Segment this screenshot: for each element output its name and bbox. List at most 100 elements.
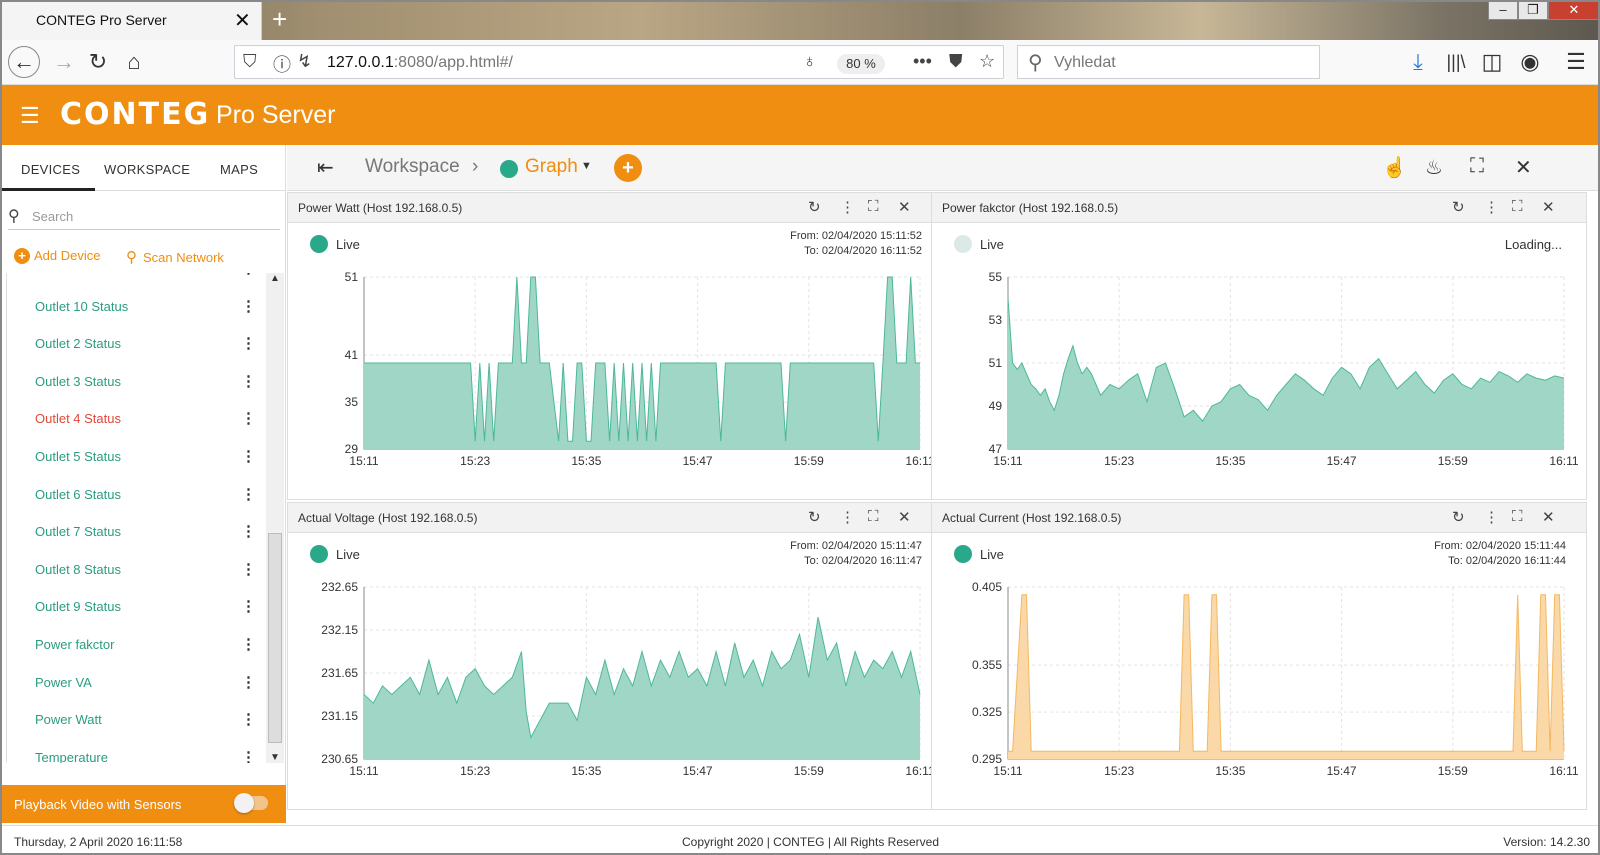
x-tick-label: 15:47 [683, 454, 713, 468]
x-tick-label: 15:35 [571, 764, 601, 778]
back-icon[interactable]: ← [8, 46, 40, 78]
new-tab-icon[interactable]: + [272, 4, 288, 34]
close-icon[interactable]: ✕ [1515, 157, 1532, 179]
fullscreen-icon[interactable]: ⛶ [868, 508, 879, 525]
list-item[interactable]: Power VA [35, 674, 92, 690]
list-item[interactable]: Outlet 1 Status [35, 273, 121, 276]
item-menu-icon[interactable]: ⋮ [241, 335, 256, 353]
item-menu-icon[interactable]: ⋮ [241, 448, 256, 465]
url-bar[interactable]: ⛉ ⓘ ↯ 127.0.0.1:8080/app.html#/ ♁ 80 % •… [234, 45, 1004, 79]
refresh-icon[interactable]: ↻ [1452, 199, 1465, 216]
item-menu-icon[interactable]: ⋮ [241, 297, 256, 315]
add-device-button[interactable]: + Add Device [14, 248, 100, 264]
list-item[interactable]: Outlet 7 Status [35, 524, 121, 540]
list-item[interactable]: Power fakctor [35, 637, 115, 652]
refresh-icon[interactable]: ↻ [1452, 509, 1465, 526]
list-item[interactable]: Outlet 2 Status [35, 336, 121, 352]
touch-icon[interactable]: ☝ [1382, 157, 1407, 179]
list-item[interactable]: Outlet 3 Status [35, 373, 121, 389]
more-vert-icon[interactable]: ⋮ [840, 509, 855, 526]
item-menu-icon[interactable]: ⋮ [241, 560, 256, 578]
zoom-level[interactable]: 80 % [837, 54, 885, 74]
exit-icon[interactable]: ⇤ [317, 157, 334, 179]
item-menu-icon[interactable]: ⋮ [241, 673, 256, 691]
list-item[interactable]: Temperature [35, 749, 108, 763]
list-item[interactable]: Outlet 10 Status [35, 298, 129, 314]
refresh-icon[interactable]: ↻ [808, 199, 821, 216]
panel-title: Actual Current (Host 192.168.0.5) [942, 511, 1122, 525]
fullscreen-icon[interactable]: ⛶ [1470, 155, 1484, 177]
item-menu-icon[interactable]: ⋮ [241, 711, 256, 729]
account-icon[interactable]: ◉ [1520, 49, 1540, 74]
window-close-icon[interactable]: ✕ [1548, 0, 1600, 20]
alarm-icon[interactable]: ♨ [1425, 157, 1443, 179]
scroll-up-icon[interactable]: ▲ [270, 273, 280, 284]
y-tick-label: 0.325 [972, 705, 1002, 719]
bookmark-star-icon[interactable]: ☆ [979, 51, 996, 71]
item-menu-icon[interactable]: ⋮ [241, 273, 256, 277]
add-widget-button[interactable]: + [614, 154, 642, 182]
browser-search-input[interactable]: ⚲ Vyhledat [1017, 45, 1320, 79]
refresh-icon[interactable]: ↻ [808, 509, 821, 526]
series-line [364, 276, 920, 442]
device-list: Outlet 1 Status ⋮ Outlet 10 Status ⋮ Outlet … [6, 273, 264, 763]
sidebar-toggle-icon[interactable]: ◫ [1481, 49, 1503, 74]
x-tick-label: 15:23 [460, 454, 490, 468]
sidebar-scrollbar[interactable]: ▲ ▼ [266, 273, 284, 763]
more-vert-icon[interactable]: ⋮ [1484, 509, 1499, 526]
list-item[interactable]: Outlet 5 Status [35, 449, 121, 464]
reload-icon[interactable]: ↻ [88, 49, 108, 74]
scroll-down-icon[interactable]: ▼ [270, 752, 280, 763]
item-menu-icon[interactable]: ⋮ [241, 598, 256, 616]
home-icon[interactable]: ⌂ [127, 49, 141, 74]
maximize-icon[interactable]: ❐ [1518, 0, 1548, 20]
download-icon[interactable]: ⤓ [1413, 49, 1423, 74]
item-menu-icon[interactable]: ⋮ [241, 636, 256, 653]
chevron-down-icon[interactable]: ▼ [581, 160, 592, 172]
shield-icon[interactable]: ⛉ [243, 51, 257, 71]
library-icon[interactable]: |||\ [1446, 52, 1466, 72]
list-item[interactable]: Outlet 9 Status [35, 599, 121, 615]
sidebar-search-input[interactable]: ⚲ Search [8, 202, 280, 230]
hamburger-menu-icon[interactable]: ☰ [20, 103, 40, 128]
footer-version: Version: 14.2.30 [1503, 835, 1590, 849]
browser-navbar: ← → ↻ ⌂ ⛉ ⓘ ↯ 127.0.0.1:8080/app.html#/ … [0, 40, 1600, 85]
menu-icon[interactable]: ☰ [1566, 49, 1586, 74]
close-icon[interactable]: ✕ [1542, 509, 1555, 526]
browser-tab[interactable]: CONTEG Pro Server ✕ [0, 0, 262, 40]
tab-maps[interactable]: MAPS [220, 162, 259, 177]
tab-devices[interactable]: DEVICES [21, 162, 81, 177]
more-vert-icon[interactable]: ⋮ [840, 199, 855, 216]
breadcrumb-graph[interactable]: Graph [525, 156, 578, 177]
item-menu-icon[interactable]: ⋮ [241, 372, 256, 390]
more-vert-icon[interactable]: ⋮ [1484, 199, 1499, 216]
fullscreen-icon[interactable]: ⛶ [868, 198, 879, 215]
item-menu-icon[interactable]: ⋮ [241, 485, 256, 503]
info-icon[interactable]: ⓘ [273, 55, 291, 75]
minimize-icon[interactable]: – [1488, 0, 1518, 20]
pocket-icon[interactable]: ⛊ [949, 51, 963, 71]
playback-toggle[interactable] [234, 793, 268, 813]
fullscreen-icon[interactable]: ⛶ [1512, 198, 1523, 215]
item-menu-icon[interactable]: ⋮ [241, 523, 256, 541]
breadcrumb-workspace[interactable]: Workspace [365, 156, 460, 177]
x-tick-label: 16:11 [1549, 454, 1578, 468]
tab-workspace[interactable]: WORKSPACE [104, 162, 191, 177]
tracking-icon[interactable]: ↯ [297, 51, 313, 71]
close-icon[interactable]: ✕ [898, 509, 911, 526]
list-item[interactable]: Outlet 8 Status [35, 561, 121, 577]
scroll-thumb[interactable] [268, 533, 282, 743]
more-icon[interactable]: ••• [913, 51, 932, 71]
scan-network-button[interactable]: ⚲ Scan Network [126, 249, 224, 266]
list-item[interactable]: Power Watt [35, 712, 102, 728]
lightbulb-icon[interactable]: ♁ [803, 51, 817, 71]
close-tab-icon[interactable]: ✕ [234, 10, 251, 32]
item-menu-icon[interactable]: ⋮ [241, 410, 256, 428]
close-icon[interactable]: ✕ [898, 199, 911, 216]
fullscreen-icon[interactable]: ⛶ [1512, 508, 1523, 525]
close-icon[interactable]: ✕ [1542, 199, 1555, 216]
forward-icon[interactable]: → [53, 49, 75, 74]
item-menu-icon[interactable]: ⋮ [241, 748, 256, 763]
list-item[interactable]: Outlet 6 Status [35, 486, 121, 502]
list-item[interactable]: Outlet 4 Status [35, 411, 121, 427]
